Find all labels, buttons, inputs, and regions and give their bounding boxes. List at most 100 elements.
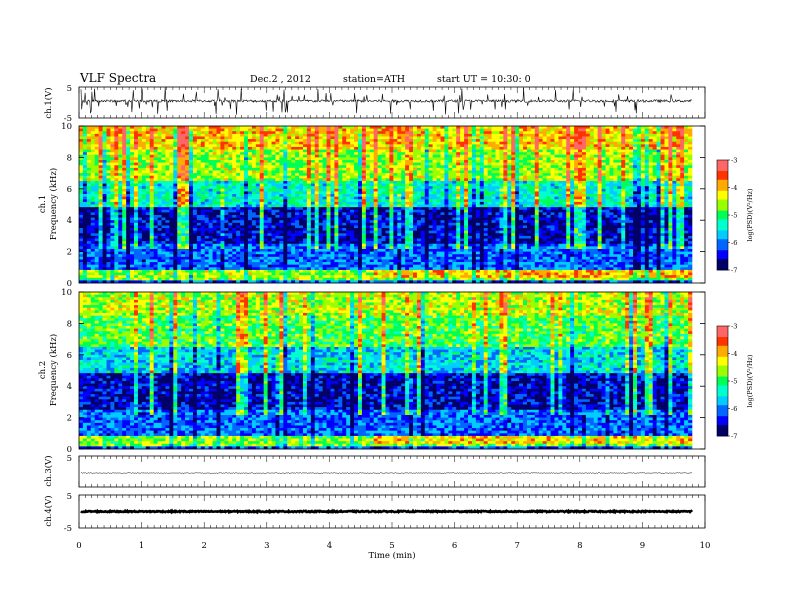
spectrogram-cell — [165, 207, 170, 211]
spectrogram-cell — [224, 246, 229, 250]
spectrogram-cell — [397, 241, 402, 245]
spectrogram-cell — [232, 162, 237, 166]
spectrogram-cell — [82, 157, 88, 161]
spectrogram-cell — [389, 126, 394, 129]
spectrogram-cell — [287, 167, 292, 171]
spectrogram-cell — [271, 162, 276, 166]
spectrogram-cell — [169, 207, 174, 211]
spectrogram-cell — [161, 262, 166, 265]
spectrogram-cell — [299, 165, 304, 169]
spectrogram-cell — [385, 154, 390, 158]
spectrogram-cell — [283, 178, 288, 182]
spectrogram-cell — [185, 183, 190, 187]
spectrogram-cell — [110, 196, 115, 200]
spectrogram-cell — [393, 152, 398, 156]
spectrogram-cell — [263, 280, 268, 284]
spectrogram-cell — [228, 131, 233, 135]
spectrogram-cell — [342, 154, 347, 158]
spectrogram-cell — [181, 207, 186, 211]
spectrogram-cell — [102, 222, 107, 226]
spectrogram-cell — [98, 160, 103, 163]
spectrogram-cell — [118, 267, 123, 271]
spectrogram-cell — [377, 204, 382, 208]
spectrogram-cell — [302, 136, 308, 140]
spectrogram-cell — [381, 269, 386, 273]
spectrogram-cell — [357, 170, 363, 174]
spectrogram-cell — [369, 173, 375, 177]
spectrogram-cell — [350, 201, 355, 205]
spectrogram-cell — [251, 201, 257, 205]
spectrogram-cell — [350, 220, 355, 224]
spectrogram-cell — [157, 160, 162, 163]
spectrogram-cell — [196, 264, 202, 268]
spectrogram-cell — [208, 267, 213, 271]
spectrogram-cell — [192, 241, 198, 245]
spectrogram-cell — [236, 272, 241, 276]
spectrogram-cell — [134, 175, 139, 179]
spectrogram-cell — [354, 280, 359, 284]
spectrogram-cell — [350, 241, 355, 245]
spectrogram-cell — [208, 191, 213, 195]
spectrogram-cell — [251, 207, 257, 211]
spectrogram-cell — [283, 275, 288, 279]
spectrogram-cell — [247, 275, 253, 279]
spectrogram-cell — [130, 243, 135, 247]
spectrogram-cell — [247, 272, 253, 276]
spectrogram-cell — [385, 180, 390, 184]
spectrogram-cell — [346, 233, 351, 237]
spectrogram-cell — [232, 201, 237, 205]
spectrogram-cell — [314, 230, 319, 234]
spectrogram-cell — [161, 272, 166, 276]
spectrogram-cell — [141, 259, 147, 263]
spectrogram-cell — [381, 144, 386, 148]
spectrogram-cell — [216, 254, 221, 258]
spectrogram-cell — [393, 201, 398, 205]
spectrogram-cell — [306, 204, 312, 208]
spectrogram-cell — [306, 146, 312, 150]
spectrogram-cell — [240, 214, 245, 218]
spectrogram-cell — [90, 267, 96, 271]
spectrogram-cell — [122, 209, 127, 213]
spectrogram-cell — [228, 196, 233, 200]
spectrogram-cell — [354, 199, 359, 203]
spectrogram-cell — [208, 262, 213, 265]
spectrogram-cell — [212, 241, 217, 245]
spectrogram-cell — [177, 209, 182, 213]
spectrogram-cell — [240, 201, 245, 205]
spectrogram-cell — [361, 157, 367, 161]
spectrogram-cell — [189, 233, 194, 237]
spectrogram-cell — [299, 235, 304, 239]
spectrogram-cell — [251, 160, 257, 163]
spectrogram-cell — [279, 222, 284, 226]
spectrogram-cell — [346, 131, 351, 135]
spectrogram-cell — [361, 199, 367, 203]
spectrogram-cell — [338, 178, 343, 182]
spectrogram-cell — [334, 160, 339, 163]
spectrogram-cell — [369, 256, 375, 260]
spectrogram-cell — [373, 128, 378, 132]
spectrogram-cell — [122, 262, 127, 265]
spectrogram-cell — [287, 154, 292, 158]
spectrogram-cell — [361, 126, 367, 129]
spectrogram-cell — [130, 183, 135, 187]
spectrogram-cell — [354, 160, 359, 163]
spectrogram-cell — [145, 277, 151, 281]
spectrogram-cell — [212, 180, 217, 184]
spectrogram-cell — [369, 264, 375, 268]
spectrogram-cell — [314, 272, 319, 276]
spectrogram-cell — [338, 235, 343, 239]
spectrogram-cell — [251, 225, 257, 229]
spectrogram-cell — [244, 254, 249, 258]
spectrogram-cell — [271, 230, 276, 234]
spectrogram-cell — [365, 144, 371, 148]
spectrogram-cell — [94, 199, 99, 203]
spectrogram-cell — [212, 246, 217, 250]
spectrogram-cell — [267, 222, 272, 226]
spectrogram-cell — [326, 191, 331, 195]
spectrogram-cell — [314, 154, 319, 158]
spectrogram-cell — [361, 160, 367, 163]
spectrogram-cell — [393, 277, 398, 281]
spectrogram-cell — [145, 175, 151, 179]
spectrogram-cell — [357, 173, 363, 177]
spectrogram-cell — [295, 133, 300, 137]
